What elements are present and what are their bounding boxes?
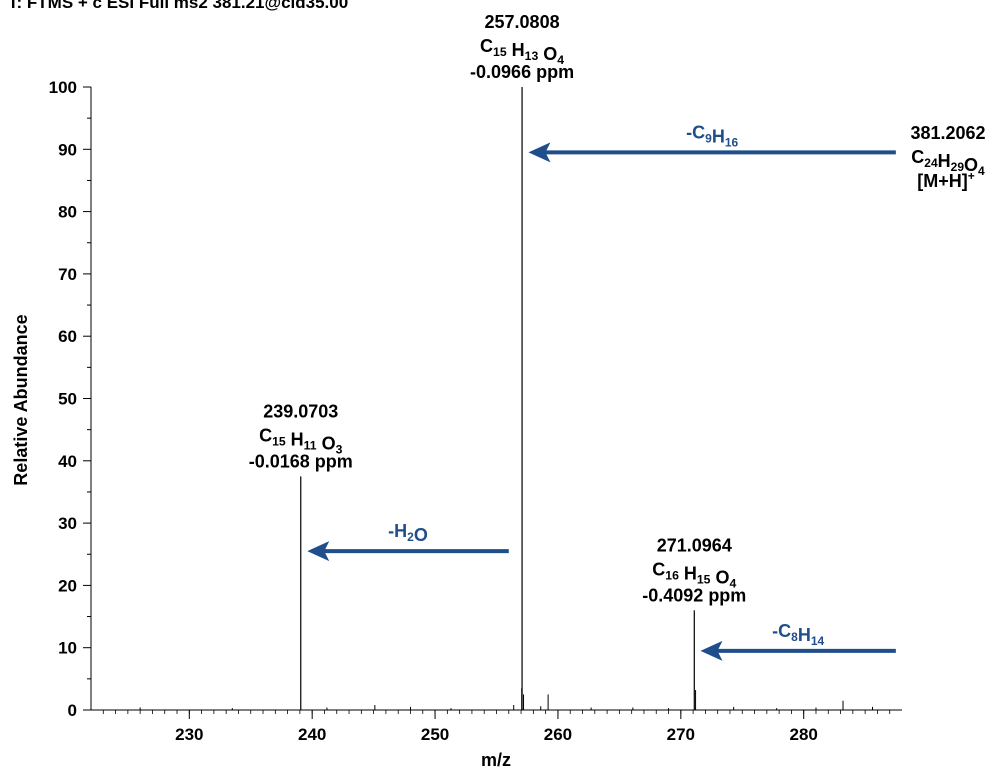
peak-mass-label: 271.0964: [657, 535, 732, 555]
x-tick-label: 280: [790, 725, 818, 744]
peak-ppm-label: -0.4092 ppm: [642, 585, 746, 605]
precursor-mass-label: 381.2062: [910, 123, 985, 143]
y-tick-label: 80: [58, 203, 77, 222]
loss-label: -C8H14: [772, 621, 824, 648]
x-tick-label: 230: [175, 725, 203, 744]
y-tick-label: 70: [58, 265, 77, 284]
x-axis-label: m/z: [481, 750, 511, 770]
loss-arrow-head: [307, 541, 330, 562]
y-tick-label: 30: [58, 514, 77, 533]
x-tick-label: 250: [421, 725, 449, 744]
y-tick-label: 10: [58, 639, 77, 658]
loss-arrow-head: [528, 142, 551, 163]
peaks: [139, 87, 874, 710]
peak-formula-label: C15 H11 O3: [259, 425, 343, 456]
neutral-loss-arrows: -C9H16 -H2O -C8H14: [307, 122, 896, 661]
y-tick-label: 0: [68, 701, 77, 720]
y-tick-label: 50: [58, 390, 77, 409]
peak-mass-label: 239.0703: [263, 401, 338, 421]
loss-label: -H2O: [388, 521, 428, 545]
peak-ppm-label: -0.0168 ppm: [249, 451, 353, 471]
peak-mass-label: 257.0808: [485, 12, 560, 32]
y-axis-label: Relative Abundance: [11, 314, 31, 485]
loss-arrow-head: [700, 640, 723, 661]
chart-title: T: FTMS + c ESI Full ms2 381.21@cid35.00: [8, 0, 348, 12]
loss-label: -C9H16: [686, 122, 738, 149]
peak-ppm-label: -0.0966 ppm: [470, 62, 574, 82]
y-tick-label: 90: [58, 140, 77, 159]
precursor-adduct-label: [M+H]+: [917, 169, 975, 191]
axes: 0 10 20 30 40 50 60 70 80 90 100 230 240 250 260 270 280: [49, 78, 902, 744]
x-tick-label: 260: [544, 725, 572, 744]
y-tick-label: 20: [58, 576, 77, 595]
y-tick-label: 60: [58, 327, 77, 346]
peak-formula-label: C15 H13 O4: [480, 36, 564, 67]
peak-annotations: 239.0703 C15 H11 O3-0.0168 ppm 257.0808 C15…: [249, 12, 986, 605]
x-tick-label: 240: [298, 725, 326, 744]
x-tick-label: 270: [667, 725, 695, 744]
y-tick-label: 40: [58, 452, 77, 471]
peak-formula-label: C16 H15 O4: [652, 559, 736, 590]
y-tick-label: 100: [49, 78, 77, 97]
precursor-formula-label: C24H29O4: [911, 147, 985, 178]
